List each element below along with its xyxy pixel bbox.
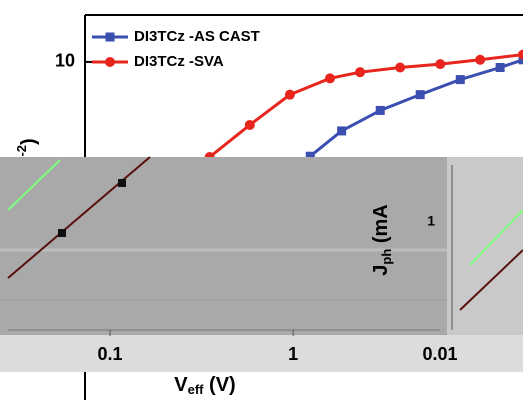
overlay-line: [7, 156, 151, 279]
overlay-x-tick: 0.01: [422, 344, 457, 364]
point: [355, 67, 366, 78]
label-part: -2: [14, 145, 29, 157]
overlay-y-tick: 1: [427, 213, 435, 229]
point: [475, 54, 486, 65]
overlay-line: [7, 159, 61, 211]
x-tick-label: 1: [288, 344, 298, 364]
label-layer: 0.1 1 Veff (V): [98, 330, 298, 397]
overlay-y-label: Jph (mA: [370, 204, 394, 275]
point: [305, 151, 315, 157]
point: [518, 55, 523, 65]
point: [518, 49, 523, 60]
y-tick-label: 10: [55, 51, 75, 71]
point: [284, 89, 295, 100]
point: [337, 126, 347, 136]
label-part: V: [174, 374, 188, 396]
overlay-strip: [0, 335, 523, 372]
legend-marker: [105, 57, 115, 67]
label-part: (V): [204, 374, 236, 396]
x-axis-label: Veff (V): [174, 374, 235, 397]
label-part: eff: [188, 382, 205, 397]
overlay-marker: [118, 179, 126, 187]
overlay-line: [459, 249, 523, 311]
label-part: ): [18, 138, 40, 145]
overlay-marker: [58, 229, 66, 237]
point: [375, 105, 385, 115]
point: [495, 63, 505, 73]
overlay-panel: [447, 157, 523, 335]
point: [244, 119, 255, 130]
point: [435, 59, 446, 70]
point: [204, 152, 215, 157]
point: [415, 90, 425, 100]
point: [325, 73, 336, 84]
legend-marker: [105, 32, 115, 42]
plot-area: [204, 49, 523, 157]
overlay: Jph (mA 1 0.01: [0, 156, 523, 372]
series-line: [208, 53, 523, 157]
legend-label: DI3TCz -AS CAST: [134, 28, 260, 45]
overlay-line: [469, 209, 523, 266]
legend-label: DI3TCz -SVA: [134, 53, 224, 70]
point: [455, 75, 465, 85]
point: [395, 62, 406, 73]
x-tick-label: 0.1: [98, 344, 123, 364]
series-line: [309, 58, 523, 157]
